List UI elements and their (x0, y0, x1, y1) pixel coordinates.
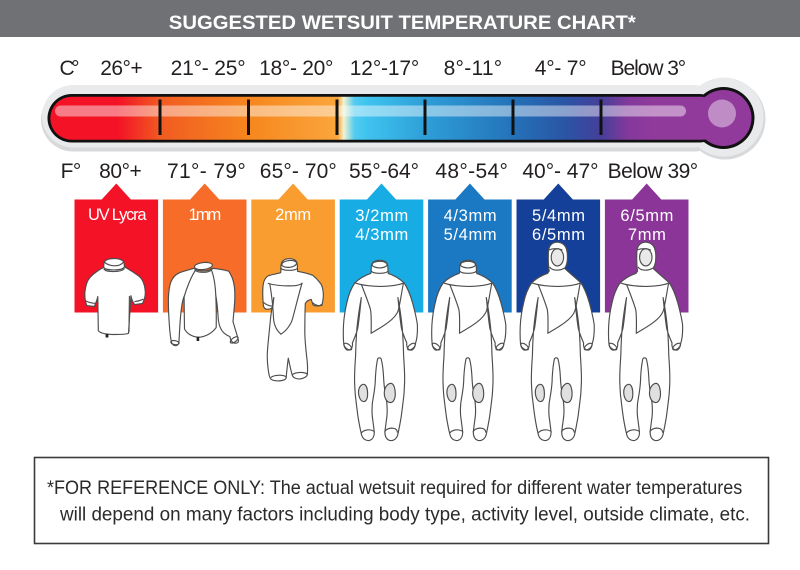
svg-text:5/4mm: 5/4mm (532, 207, 585, 225)
svg-text:5/4mm: 5/4mm (444, 226, 497, 244)
svg-text:55°-64°: 55°-64° (349, 160, 419, 183)
svg-text:F°: F° (61, 160, 82, 183)
svg-text:3/2mm: 3/2mm (355, 207, 408, 225)
svg-text:2mm: 2mm (275, 206, 311, 224)
svg-text:12°-17°: 12°-17° (350, 57, 420, 80)
svg-text:8°-11°: 8°-11° (444, 57, 503, 80)
svg-text:6/5mm: 6/5mm (532, 226, 585, 244)
svg-text:1mm: 1mm (189, 206, 222, 224)
svg-text:UV Lycra: UV Lycra (88, 206, 147, 224)
svg-text:6/5mm: 6/5mm (620, 207, 673, 225)
svg-text:will depend on many factors in: will depend on many factors including bo… (59, 505, 750, 526)
svg-text:Below 39°: Below 39° (608, 160, 699, 183)
svg-text:21°- 25°: 21°- 25° (171, 57, 246, 80)
svg-text:7mm: 7mm (628, 226, 666, 244)
svg-text:65°- 70°: 65°- 70° (260, 160, 337, 183)
svg-text:C°: C° (60, 57, 80, 80)
svg-text:4/3mm: 4/3mm (355, 226, 408, 244)
svg-text:*FOR REFERENCE ONLY: The actua: *FOR REFERENCE ONLY: The actual wetsuit … (47, 478, 742, 499)
svg-text:48°-54°: 48°-54° (435, 160, 508, 183)
svg-text:4°- 7°: 4°- 7° (535, 57, 587, 80)
svg-text:26°+: 26°+ (100, 57, 142, 80)
svg-text:18°- 20°: 18°- 20° (259, 57, 333, 80)
svg-text:4/3mm: 4/3mm (444, 207, 497, 225)
svg-text:Below 3°: Below 3° (611, 57, 687, 80)
svg-text:40°- 47°: 40°- 47° (522, 160, 598, 183)
svg-text:SUGGESTED WETSUIT TEMPERATURE: SUGGESTED WETSUIT TEMPERATURE CHART* (169, 12, 636, 34)
svg-text:71°- 79°: 71°- 79° (167, 160, 246, 183)
svg-text:80°+: 80°+ (99, 160, 142, 183)
